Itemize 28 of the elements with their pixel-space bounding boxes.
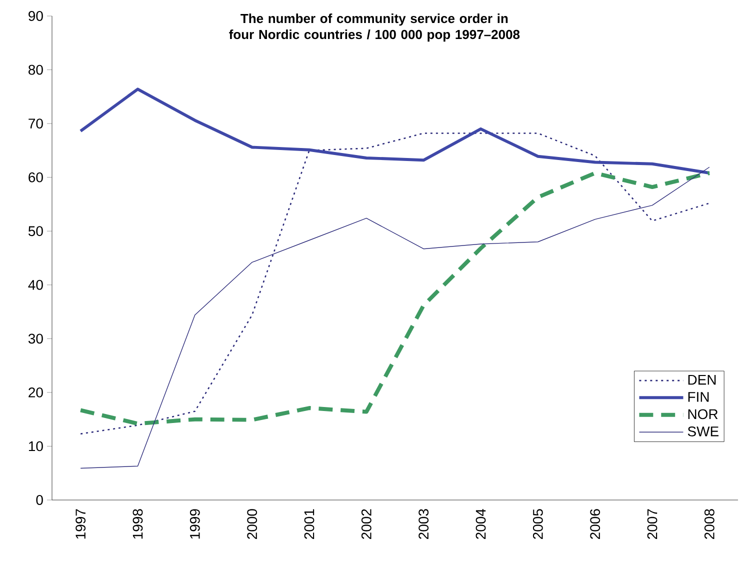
x-tick-label: 2005 [532, 509, 543, 539]
y-tick-label: 90 [28, 11, 43, 21]
x-tick-label: 1997 [76, 509, 86, 539]
line-series [79, 88, 711, 175]
x-tick-label: 1999 [190, 509, 200, 539]
y-tick-label: 80 [28, 64, 43, 75]
x-tick-label: 2007 [647, 509, 658, 539]
x-tick-label: 2006 [590, 509, 600, 539]
y-tick-label: 40 [28, 280, 43, 290]
x-tick-label: 2008 [704, 509, 714, 539]
x-tick-label: 2001 [304, 509, 314, 539]
y-tick-label: 0 [36, 495, 43, 505]
x-tick-label: 2002 [361, 509, 372, 539]
y-tick-label: 20 [28, 387, 43, 398]
legend-label: DEN [688, 375, 716, 385]
legend-label: NOR [688, 409, 718, 420]
y-tick-label: 50 [28, 226, 43, 236]
x-tick-label: 1998 [132, 509, 143, 539]
y-tick-label: 10 [28, 441, 43, 452]
chart-title: The number of community service order in four Nordic countries / 100 000 pop 1997–2008 [229, 14, 520, 42]
y-tick-label: 70 [28, 118, 43, 129]
x-tick-label: 2000 [247, 509, 258, 539]
x-tick-label: 2003 [418, 509, 429, 539]
x-tick-label: 2004 [476, 508, 486, 539]
y-tick-label: 30 [28, 334, 43, 344]
legend-label: FIN [688, 392, 709, 402]
y-tick-label: 60 [28, 172, 43, 182]
legend-label: SWE [688, 426, 718, 436]
